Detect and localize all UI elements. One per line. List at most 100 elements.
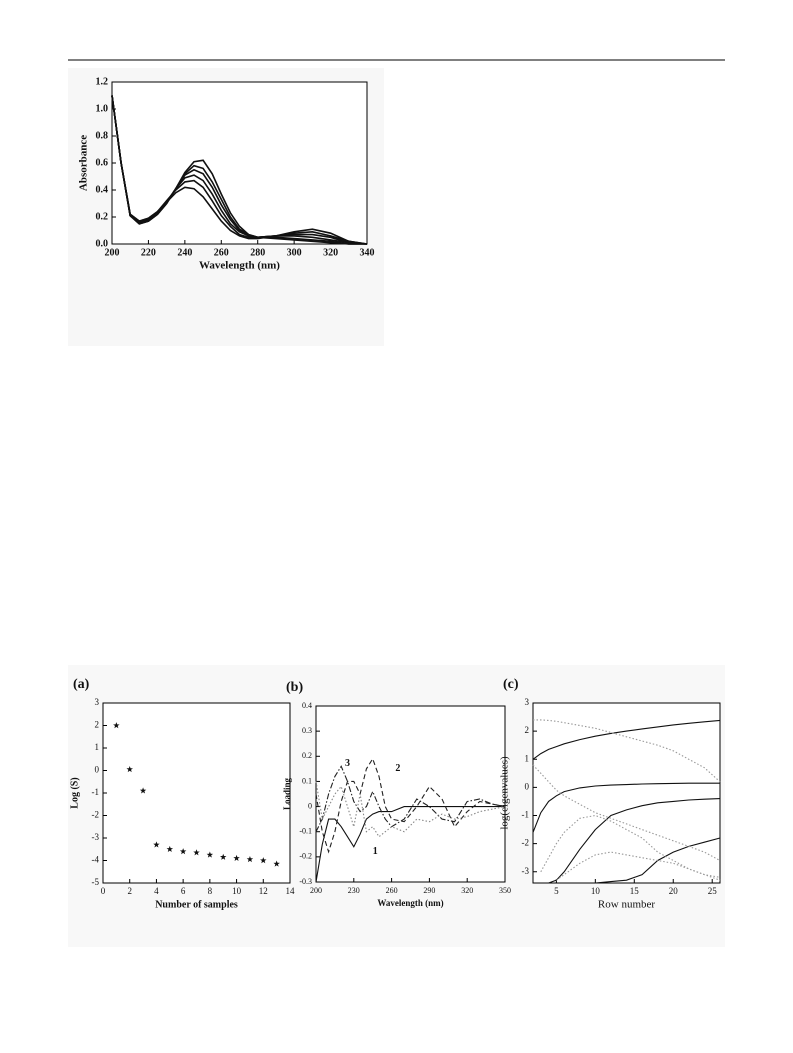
series-line xyxy=(532,782,720,833)
y-tick-label: -5 xyxy=(92,877,100,887)
y-tick-label: -0.1 xyxy=(299,827,312,836)
star-marker xyxy=(233,854,240,861)
y-tick-label: 0.8 xyxy=(96,130,109,141)
star-marker xyxy=(273,860,280,867)
star-marker xyxy=(153,841,160,848)
x-tick-label: 240 xyxy=(177,247,192,258)
series-line xyxy=(111,95,368,245)
x-tick-label: 5 xyxy=(554,886,559,896)
x-tick-label: 230 xyxy=(348,886,360,895)
series-line xyxy=(532,719,721,760)
x-axis-label: Wavelength (nm) xyxy=(199,260,280,272)
y-tick-label: -2 xyxy=(522,838,530,848)
y-tick-label: 0.3 xyxy=(302,726,312,735)
x-tick-label: 15 xyxy=(630,886,640,896)
series-line xyxy=(315,806,505,883)
panel-label: (c) xyxy=(503,677,519,692)
star-marker xyxy=(139,787,147,794)
series-line xyxy=(533,719,721,783)
y-axis-label: Absorbance xyxy=(78,135,90,191)
y-tick-label: 1.2 xyxy=(96,76,109,87)
curve-label: 3 xyxy=(345,758,350,769)
series-line xyxy=(315,757,506,854)
star-marker xyxy=(246,855,254,863)
plot-frame xyxy=(102,702,291,884)
x-tick-label: 25 xyxy=(708,886,718,896)
y-tick-label: 0.0 xyxy=(96,238,109,249)
x-axis-label: Number of samples xyxy=(155,899,238,910)
x-tick-label: 20 xyxy=(669,886,679,896)
x-axis-label: Row number xyxy=(598,899,655,911)
curve-label: 1 xyxy=(373,846,378,857)
star-marker xyxy=(219,853,227,860)
x-tick-label: 260 xyxy=(214,247,229,258)
x-tick-label: 320 xyxy=(323,247,338,258)
star-marker xyxy=(193,849,200,856)
panel-label: (b) xyxy=(286,680,303,695)
x-tick-label: 280 xyxy=(250,247,265,258)
y-axis-label: log(eigenvalues) xyxy=(499,756,511,830)
x-tick-label: 10 xyxy=(232,886,242,896)
star-marker xyxy=(126,765,133,773)
y-tick-label: -1 xyxy=(522,810,530,820)
x-tick-label: 350 xyxy=(499,886,511,895)
y-tick-label: 0 xyxy=(95,765,100,775)
x-tick-label: 12 xyxy=(259,886,268,896)
panel-label: (a) xyxy=(73,677,90,692)
y-tick-label: -3 xyxy=(522,866,530,876)
y-axis-label: Loading xyxy=(282,777,292,810)
y-tick-label: -2 xyxy=(92,810,100,820)
plot-frame xyxy=(315,705,506,883)
y-tick-label: 0 xyxy=(308,801,312,810)
y-tick-label: -3 xyxy=(92,832,100,842)
y-tick-label: 3 xyxy=(95,697,100,707)
star-marker xyxy=(113,722,120,729)
x-tick-label: 200 xyxy=(310,886,322,895)
star-marker xyxy=(179,848,187,855)
series-line xyxy=(315,765,506,832)
y-tick-label: -4 xyxy=(92,855,100,865)
y-tick-label: 0.1 xyxy=(302,776,312,785)
series-line xyxy=(315,781,506,838)
y-tick-label: 0.4 xyxy=(96,184,109,195)
x-tick-label: 320 xyxy=(461,886,473,895)
x-tick-label: 300 xyxy=(287,247,302,258)
plot-frame xyxy=(532,702,721,884)
y-tick-label: 2 xyxy=(95,720,100,730)
x-axis-label: Wavelength (nm) xyxy=(377,898,443,908)
y-tick-label: 1 xyxy=(525,753,530,763)
y-tick-label: -0.3 xyxy=(299,877,312,886)
y-tick-label: -0.2 xyxy=(299,852,312,861)
star-marker xyxy=(206,851,214,858)
x-tick-label: 260 xyxy=(386,886,398,895)
y-tick-label: 0.2 xyxy=(302,751,312,760)
x-tick-label: 8 xyxy=(208,886,213,896)
y-tick-label: 0.2 xyxy=(96,211,109,222)
x-tick-label: 220 xyxy=(141,247,156,258)
curve-label: 2 xyxy=(395,763,400,774)
x-tick-label: 4 xyxy=(154,886,159,896)
y-tick-label: 3 xyxy=(525,697,530,707)
series-line xyxy=(548,798,721,884)
series-line xyxy=(111,95,368,245)
y-tick-label: 1.0 xyxy=(96,103,109,114)
y-tick-label: 0 xyxy=(525,781,530,791)
y-tick-label: 0.6 xyxy=(96,157,109,168)
y-tick-label: 2 xyxy=(525,725,530,735)
x-tick-label: 0 xyxy=(101,886,106,896)
series-line xyxy=(111,95,367,245)
series-line xyxy=(556,851,721,881)
x-tick-label: 200 xyxy=(105,247,120,258)
y-tick-label: 0.4 xyxy=(302,701,312,710)
y-axis-label: Log (S) xyxy=(69,777,80,808)
star-marker xyxy=(166,845,174,852)
x-tick-label: 290 xyxy=(423,886,435,895)
star-marker xyxy=(260,857,267,864)
x-tick-label: 2 xyxy=(127,886,132,896)
x-tick-label: 340 xyxy=(360,247,375,258)
x-tick-label: 10 xyxy=(591,886,601,896)
y-tick-label: -1 xyxy=(92,787,100,797)
x-tick-label: 6 xyxy=(181,886,186,896)
